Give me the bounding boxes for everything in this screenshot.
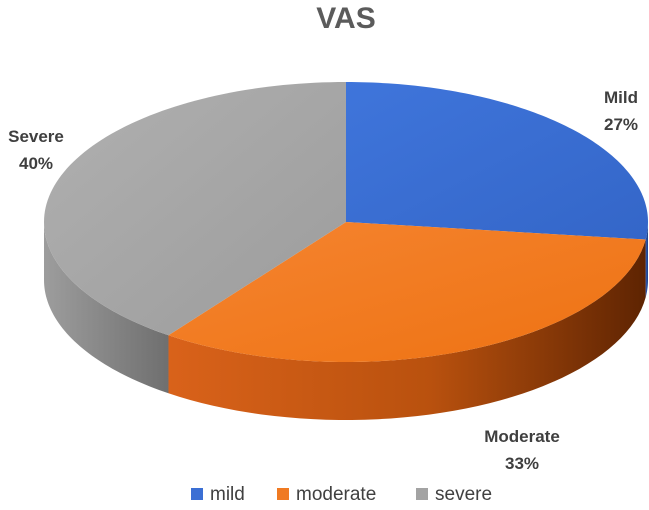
pie-slice-mild[interactable] [346, 82, 648, 240]
data-label-mild-value: 27% [604, 115, 638, 134]
data-label-moderate: Moderate 33% [484, 427, 560, 473]
legend-item-severe[interactable]: severe [416, 484, 492, 505]
legend-item-moderate[interactable]: moderate [277, 484, 376, 505]
chart-title: VAS [316, 2, 375, 35]
data-label-moderate-value: 33% [505, 454, 539, 473]
legend-label-severe: severe [435, 484, 492, 505]
pie-slice-severe[interactable] [44, 82, 346, 336]
legend-swatch-mild [191, 488, 203, 500]
data-label-severe: Severe 40% [8, 127, 64, 173]
pie-tops [44, 82, 648, 362]
legend-label-mild: mild [210, 484, 245, 505]
legend-swatch-severe [416, 488, 428, 500]
legend-item-mild[interactable]: mild [191, 484, 245, 505]
data-label-mild-category: Mild [604, 88, 638, 107]
data-label-mild: Mild 27% [604, 88, 638, 134]
pie-side-severe [44, 222, 169, 394]
legend-label-moderate: moderate [296, 484, 376, 505]
pie-sides [44, 222, 648, 420]
pie-side-moderate [168, 239, 646, 420]
data-label-severe-category: Severe [8, 127, 64, 146]
legend: mild moderate severe [191, 484, 492, 505]
data-label-severe-value: 40% [19, 154, 53, 173]
legend-swatch-moderate [277, 488, 289, 500]
data-label-moderate-category: Moderate [484, 427, 560, 446]
pie-side-mild [645, 222, 648, 298]
pie-slice-moderate[interactable] [168, 222, 646, 362]
